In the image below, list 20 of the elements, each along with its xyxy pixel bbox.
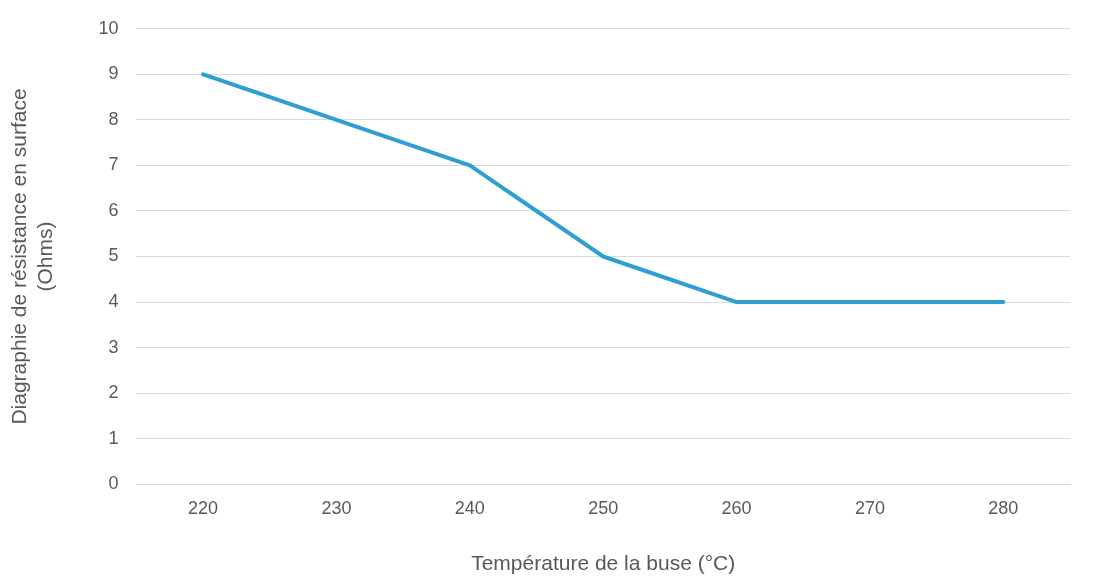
y-tick-label: 7 [108,154,119,175]
y-tick-label: 0 [108,473,119,494]
y-tick-label: 10 [98,17,119,38]
y-tick-label: 5 [108,245,119,266]
x-tick-label: 240 [454,497,485,518]
x-tick-label: 220 [188,497,219,518]
x-tick-label: 250 [588,497,619,518]
x-tick-label: 260 [721,497,752,518]
y-tick-label: 9 [108,63,119,84]
y-tick-label: 2 [108,382,119,403]
y-tick-label: 4 [108,291,119,312]
y-axis-title: Diagraphie de résistance en surface (Ohms) [7,88,56,425]
y-tick-label: 1 [108,427,119,448]
y-tick-label: 3 [108,336,119,357]
y-tick-label: 8 [108,108,119,129]
y-tick-label: 6 [108,199,119,220]
x-axis-title: Température de la buse (°C) [471,551,736,575]
x-tick-label: 230 [321,497,352,518]
x-tick-label: 270 [854,497,885,518]
x-tick-label: 280 [988,497,1019,518]
